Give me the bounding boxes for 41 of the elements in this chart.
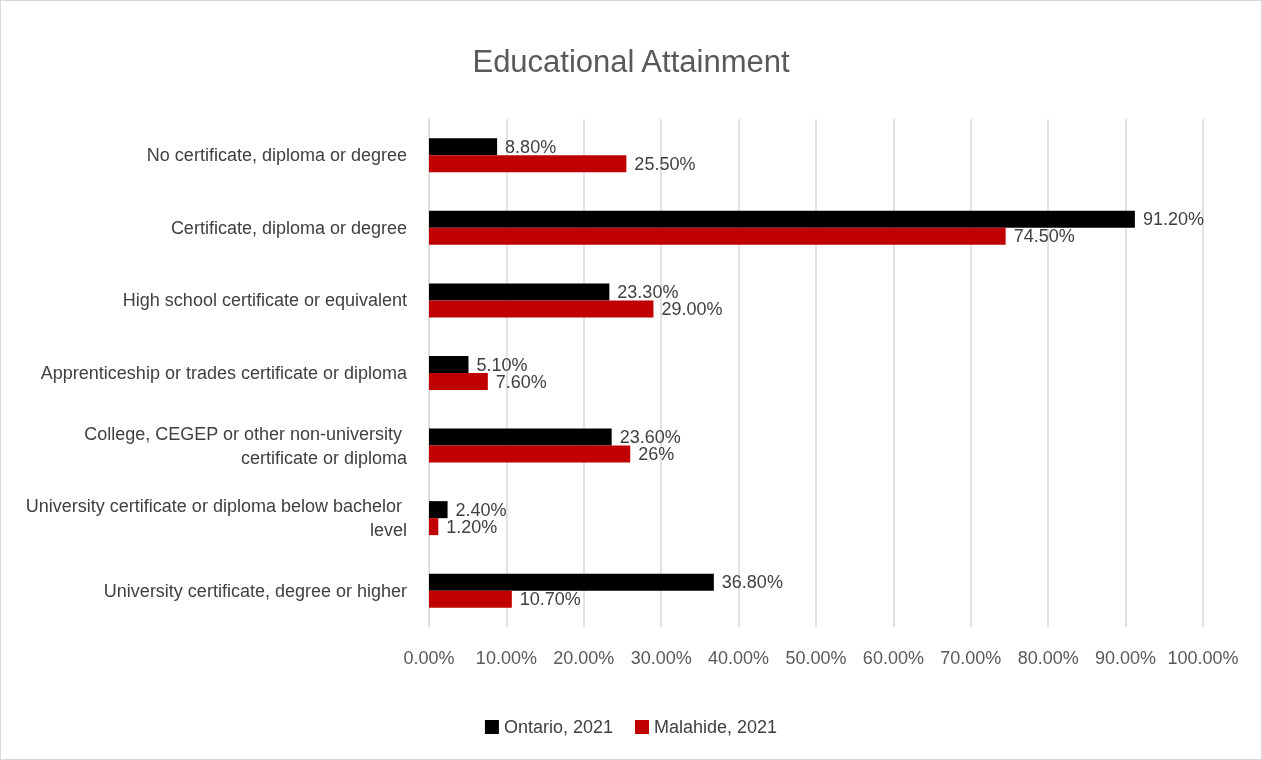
data-label: 74.50% (1013, 226, 1075, 247)
x-tick-label: 80.00% (1017, 648, 1079, 668)
bar (429, 428, 612, 446)
bar (429, 590, 512, 608)
y-tick-label: University certificate or diploma below bachelor level (25, 496, 407, 541)
x-tick-label: 0.00% (403, 648, 455, 668)
y-tick-label: High school certificate or equivalent (122, 290, 407, 311)
y-tick-label: Apprenticeship or trades certificate or diploma (40, 363, 408, 383)
bar (429, 573, 714, 591)
bar (429, 155, 627, 173)
bar (429, 210, 1135, 228)
bar (429, 300, 654, 318)
legend-label: Ontario, 2021 (503, 717, 613, 737)
bar (429, 501, 448, 519)
x-tick-label: 30.00% (630, 648, 692, 668)
x-tick-label: 60.00% (862, 648, 924, 668)
bar (429, 445, 631, 463)
y-tick-label: Certificate, diploma or degree (170, 217, 407, 238)
bar (429, 227, 1006, 245)
x-tick-label: 90.00% (1095, 648, 1157, 668)
data-label: 36.80% (721, 572, 783, 593)
legend-label: Malahide, 2021 (653, 717, 778, 737)
x-tick-label: 70.00% (940, 648, 1002, 668)
y-tick-label: University certificate, degree or higher (103, 580, 407, 601)
x-tick-label: 50.00% (785, 648, 847, 668)
bar (429, 138, 498, 156)
x-tick-label: 20.00% (553, 648, 615, 668)
data-label: 91.20% (1142, 209, 1204, 230)
data-label: 10.70% (519, 589, 581, 610)
bar (429, 518, 439, 536)
data-label: 8.80% (505, 136, 557, 157)
x-tick-label: 10.00% (475, 648, 537, 668)
bar (429, 356, 469, 373)
x-tick-label: 40.00% (708, 648, 770, 668)
y-tick-label: College, CEGEP or other non-university certificate or diploma (84, 423, 408, 468)
x-tick-label: 100.00% (1167, 648, 1239, 668)
y-tick-label: No certificate, diploma or degree (146, 145, 407, 166)
bar (429, 373, 488, 390)
chart-title: Educational Attainment (472, 44, 790, 79)
bar (429, 283, 610, 301)
data-label: 25.50% (634, 153, 696, 174)
